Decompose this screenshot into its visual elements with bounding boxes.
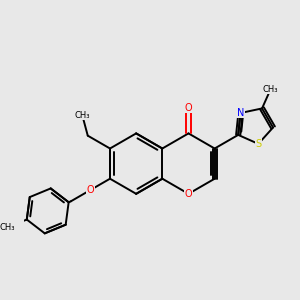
Text: CH₃: CH₃ <box>263 85 278 94</box>
Text: O: O <box>185 189 192 199</box>
Text: O: O <box>185 103 192 113</box>
Text: CH₃: CH₃ <box>0 223 15 232</box>
Text: S: S <box>255 139 261 149</box>
Text: O: O <box>87 185 94 195</box>
Text: CH₃: CH₃ <box>74 110 90 119</box>
Text: N: N <box>237 108 244 118</box>
